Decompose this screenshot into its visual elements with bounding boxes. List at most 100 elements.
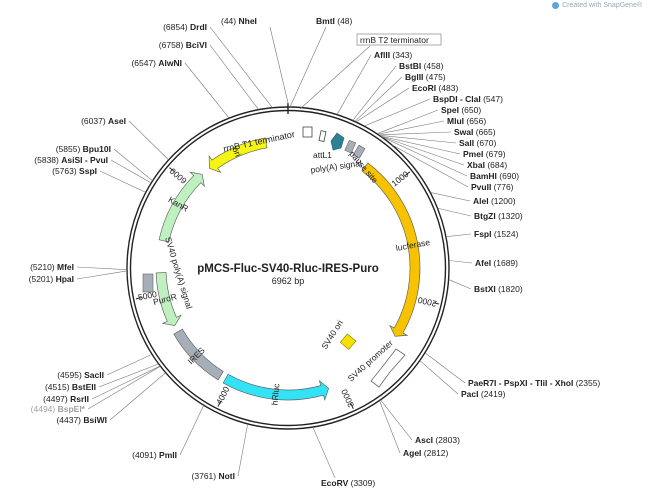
- leader-line: [379, 131, 452, 136]
- site-bsteii: (4515) BstEII: [45, 382, 96, 392]
- sv40-polyA-signal-box: [142, 273, 154, 293]
- sv40-ori-box: [339, 333, 357, 350]
- tick-4000: [217, 400, 222, 407]
- leader-line: [289, 26, 327, 108]
- site-noti: (3761) NotI: [192, 471, 235, 481]
- site-mlui: MluI (656): [447, 116, 486, 126]
- leader-line: [437, 207, 472, 217]
- leader-line: [98, 363, 159, 388]
- leader-line: [110, 159, 152, 184]
- leader-line: [377, 109, 439, 134]
- leader-line: [391, 144, 469, 188]
- leader-line: [449, 260, 473, 264]
- site-aflii: AflII (343): [374, 50, 412, 60]
- site-pvuii: PvuII (776): [471, 182, 514, 192]
- leader-line: [354, 76, 403, 122]
- site-leader-lines: [76, 26, 473, 479]
- site-sspi: (5763) SspI: [52, 166, 97, 176]
- leader-line: [419, 360, 459, 395]
- sv40-promoter-arrow: [370, 348, 406, 388]
- site-paci: PacI (2419): [461, 389, 506, 399]
- site-bamhi: BamHI (690): [470, 171, 519, 181]
- leader-line: [106, 354, 152, 376]
- site-pmli: (4091) PmlI: [132, 450, 177, 460]
- feature-kanr-arrow: [158, 171, 205, 243]
- tick-2000: [433, 302, 440, 305]
- site-bmti: BmtI (48): [316, 16, 353, 26]
- site-rsrii: (4497) RsrII: [43, 394, 89, 404]
- site-drdi: (6854) DrdI: [163, 22, 207, 32]
- tick-label-2000: 2000: [417, 295, 438, 309]
- tick-3000: [350, 403, 354, 410]
- tick-5000: [135, 297, 142, 300]
- leader-line: [379, 400, 401, 454]
- leader-line: [352, 65, 397, 121]
- brand-text: Created with SnapGene®: [562, 2, 642, 9]
- leader-line: [299, 45, 371, 110]
- leader-line: [99, 170, 146, 193]
- site-btgzi: BtgZI (1320): [474, 211, 523, 221]
- site-asisi-pvui: (5838) AsiSI - PvuI: [34, 155, 108, 165]
- plasmid-name: pMCS-Fluc-SV40-Rluc-IRES-Puro: [197, 263, 378, 275]
- feature-label-ori: ori: [230, 145, 243, 158]
- feature-ori-arrow: [208, 137, 268, 173]
- feature-lucferase-arrow: [361, 162, 421, 337]
- leader-line: [379, 135, 457, 144]
- restriction-site-labels: (6854) DrdI (6758) BciVI (6547) AlwNI (6037…: [29, 16, 601, 488]
- site-bpu10i: (5855) Bpu10I: [56, 144, 111, 154]
- leader-line: [355, 87, 410, 123]
- tick-1000: [404, 171, 411, 176]
- leader-line: [380, 399, 413, 441]
- leader-line: [446, 233, 472, 237]
- tick-label-1000: 1000: [389, 169, 410, 189]
- site-hpai: (5201) HpaI: [29, 274, 74, 284]
- leader-line: [364, 98, 431, 127]
- leader-line: [91, 365, 161, 400]
- leader-line: [179, 405, 204, 456]
- site-asci: AscI (2803): [415, 435, 460, 445]
- pause-site-box: [344, 139, 357, 154]
- site-bspdi-clai: BspDI - ClaI (547): [433, 94, 503, 104]
- site-sali: SalI (670): [459, 138, 496, 148]
- leader-line: [209, 44, 259, 110]
- label-rrnB-T1: rrnB T1 terminator: [222, 129, 295, 154]
- snapgene-brand: Created with SnapGene®: [552, 2, 642, 9]
- site-bglii: BglII (475): [405, 72, 446, 82]
- site-nhei: (44) NheI: [221, 16, 257, 26]
- leader-line: [76, 266, 127, 270]
- site-bcivi: (6758) BciVI: [159, 40, 207, 50]
- site-bstbi: BstBI (458): [399, 61, 444, 71]
- leader-line: [424, 352, 466, 384]
- leader-line: [184, 62, 230, 119]
- leader-line: [448, 279, 472, 290]
- leader-line: [336, 54, 372, 115]
- leader-line: [76, 270, 127, 280]
- leader-line: [128, 120, 169, 160]
- feature-ires-arrow: [173, 328, 224, 381]
- tick-6000: [169, 167, 175, 172]
- leader-line: [381, 136, 468, 177]
- site-swai: SwaI (665): [454, 127, 496, 137]
- leader-line: [209, 26, 273, 108]
- site-fspi: FspI (1524): [474, 229, 519, 239]
- label-attL1: attL1: [313, 150, 332, 160]
- label-sv40-ori: SV40 ori: [319, 318, 345, 351]
- site-ecorv: EcoRV (3309): [321, 478, 375, 488]
- site-pmei: PmeI (679): [463, 149, 506, 159]
- tick-label-3000: 3000: [339, 387, 356, 409]
- site-bspei-: (4494) BspEI*: [31, 404, 86, 414]
- attL1-box: [318, 130, 327, 142]
- feature-puror-arrow: [155, 272, 182, 326]
- site-bsiwi: (4437) BsiWI: [56, 415, 107, 425]
- leader-line: [113, 148, 153, 181]
- leader-line: [312, 427, 336, 479]
- rrnB-T2-label: rrnB T2 terminator: [360, 35, 429, 45]
- site-alwni: (6547) AlwNI: [131, 58, 182, 68]
- site-alei: AleI (1200): [473, 196, 516, 206]
- leader-line: [380, 135, 461, 155]
- leader-line: [87, 366, 161, 410]
- tick-label-4000: 4000: [214, 385, 232, 407]
- site-sacii: (4595) SacII: [57, 370, 104, 380]
- feature-hrluc-arrow: [222, 373, 329, 402]
